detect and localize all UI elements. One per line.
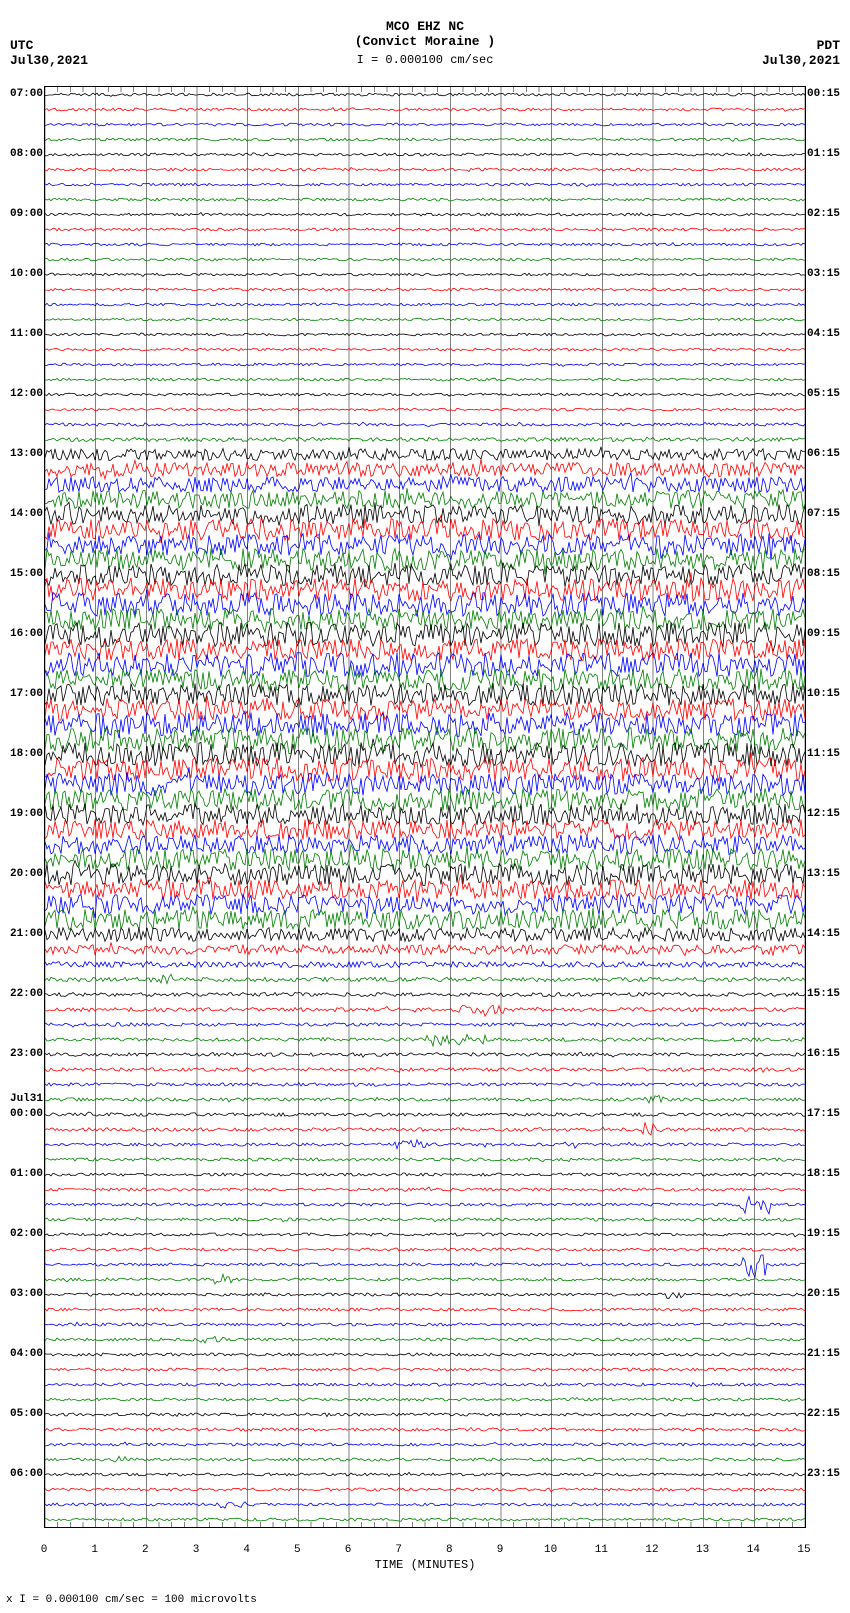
x-tick-label: 15	[797, 1544, 810, 1556]
time-label: 12:00	[10, 388, 43, 400]
time-label: 10:00	[10, 268, 43, 280]
time-label: 18:00	[10, 748, 43, 760]
time-label: 14:00	[10, 508, 43, 520]
plot-area: 07:0008:0009:0010:0011:0012:0013:0014:00…	[44, 86, 806, 1528]
time-label: 13:00	[10, 448, 43, 460]
date-left: Jul30,2021	[10, 53, 88, 68]
time-label: 01:15	[807, 148, 840, 160]
time-label: 17:15	[807, 1108, 840, 1120]
station-id: MCO EHZ NC	[0, 20, 850, 35]
time-label: 19:15	[807, 1228, 840, 1240]
time-label: 17:00	[10, 688, 43, 700]
time-label: 08:00	[10, 148, 43, 160]
time-label: 13:15	[807, 868, 840, 880]
time-label: 02:15	[807, 208, 840, 220]
x-tick-label: 9	[497, 1544, 504, 1556]
time-label: 16:15	[807, 1048, 840, 1060]
x-tick-label: 4	[243, 1544, 250, 1556]
x-tick-label: 13	[696, 1544, 709, 1556]
time-label: 10:15	[807, 688, 840, 700]
x-tick-label: 3	[193, 1544, 200, 1556]
footer-prefix: x	[6, 1594, 13, 1606]
time-label: 23:00	[10, 1048, 43, 1060]
time-label: Jul31	[10, 1093, 43, 1105]
chart-header: MCO EHZ NC (Convict Moraine ) I = 0.0001…	[0, 20, 850, 68]
x-tick-label: 2	[142, 1544, 149, 1556]
time-label: 22:00	[10, 988, 43, 1000]
time-label: 00:00	[10, 1108, 43, 1120]
time-label: 22:15	[807, 1408, 840, 1420]
pdt-hour-labels: 00:15 01:15 02:15 03:15 04:15 05:15 06:15 07:15…	[807, 87, 847, 1527]
date-right: Jul30,2021	[762, 53, 840, 68]
time-label: 12:15	[807, 808, 840, 820]
time-label: 21:00	[10, 928, 43, 940]
x-tick-label: 0	[41, 1544, 48, 1556]
time-label: 05:15	[807, 388, 840, 400]
time-label: 20:00	[10, 868, 43, 880]
time-label: 04:15	[807, 328, 840, 340]
x-tick-label: 6	[345, 1544, 352, 1556]
time-label: 18:15	[807, 1168, 840, 1180]
time-label: 01:00	[10, 1168, 43, 1180]
scale-glyph-icon: I	[19, 1594, 26, 1606]
time-label: 06:00	[10, 1468, 43, 1480]
x-axis-title: TIME (MINUTES)	[44, 1558, 806, 1572]
scale-value: = 0.000100 cm/sec	[371, 53, 493, 67]
time-label: 07:00	[10, 88, 43, 100]
scale-indicator: I = 0.000100 cm/sec	[0, 54, 850, 68]
time-label: 19:00	[10, 808, 43, 820]
x-tick-label: 12	[645, 1544, 658, 1556]
time-label: 05:00	[10, 1408, 43, 1420]
utc-hour-labels: 07:00 08:00 09:00 10:00 11:00 12:00 13:00 14:00…	[3, 87, 43, 1527]
time-label: 16:00	[10, 628, 43, 640]
time-label: 00:15	[807, 88, 840, 100]
tz-left-label: UTC	[10, 38, 88, 53]
time-label: 08:15	[807, 568, 840, 580]
tz-right: PDT Jul30,2021	[762, 38, 840, 68]
time-label: 15:15	[807, 988, 840, 1000]
time-label: 02:00	[10, 1228, 43, 1240]
time-label: 07:15	[807, 508, 840, 520]
time-label: 15:00	[10, 568, 43, 580]
x-tick-label: 7	[395, 1544, 402, 1556]
seismogram-container: MCO EHZ NC (Convict Moraine ) I = 0.0001…	[0, 0, 850, 1610]
seismogram-svg	[45, 87, 805, 1527]
x-tick-label: 5	[294, 1544, 301, 1556]
x-tick-label: 14	[747, 1544, 760, 1556]
x-tick-label: 10	[544, 1544, 557, 1556]
tz-right-label: PDT	[762, 38, 840, 53]
footer-text: = 0.000100 cm/sec = 100 microvolts	[32, 1594, 256, 1606]
time-label: 04:00	[10, 1348, 43, 1360]
x-tick-label: 11	[595, 1544, 608, 1556]
time-label: 11:00	[10, 328, 43, 340]
time-label: 14:15	[807, 928, 840, 940]
time-label: 21:15	[807, 1348, 840, 1360]
footer-scale: x I = 0.000100 cm/sec = 100 microvolts	[0, 1590, 850, 1610]
station-name: (Convict Moraine )	[0, 35, 850, 50]
time-label: 11:15	[807, 748, 840, 760]
x-tick-label: 8	[446, 1544, 453, 1556]
time-label: 09:15	[807, 628, 840, 640]
time-label: 06:15	[807, 448, 840, 460]
time-label: 23:15	[807, 1468, 840, 1480]
x-tick-label: 1	[91, 1544, 98, 1556]
time-label: 03:00	[10, 1288, 43, 1300]
tz-left: UTC Jul30,2021	[10, 38, 88, 68]
time-label: 09:00	[10, 208, 43, 220]
scale-glyph-icon: I	[357, 53, 364, 67]
time-label: 03:15	[807, 268, 840, 280]
time-label: 20:15	[807, 1288, 840, 1300]
x-axis: TIME (MINUTES) 0123456789101112131415	[44, 1540, 806, 1572]
